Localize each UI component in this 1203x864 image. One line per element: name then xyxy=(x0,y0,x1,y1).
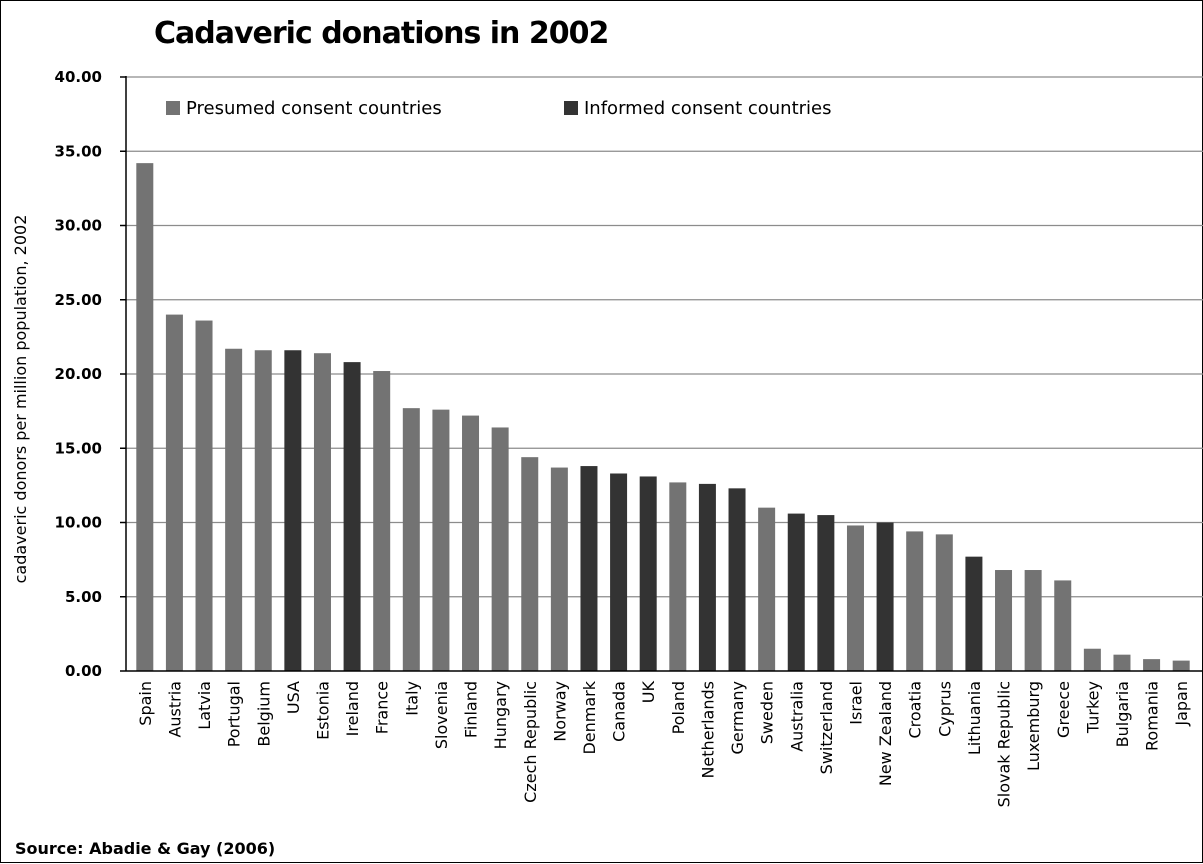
y-tick-label: 40.00 xyxy=(55,68,102,86)
bar-estonia xyxy=(313,353,331,671)
legend-swatch-informed xyxy=(564,101,578,115)
x-category-label: Finland xyxy=(462,681,481,738)
bar-lithuania xyxy=(965,556,983,671)
x-category-label: New Zealand xyxy=(876,681,895,786)
x-category-label: Czech Republic xyxy=(521,681,540,803)
y-tick-label: 5.00 xyxy=(65,588,102,606)
bar-portugal xyxy=(225,348,243,671)
x-category-label: Japan xyxy=(1172,681,1191,727)
axes xyxy=(125,76,1203,672)
x-category-label: Turkey xyxy=(1083,681,1102,734)
y-axis-label: cadaveric donors per million population,… xyxy=(11,215,30,584)
y-tick-label: 0.00 xyxy=(65,662,102,680)
x-category-label: Poland xyxy=(669,681,688,734)
bar-greece xyxy=(1054,580,1072,671)
x-category-label: Luxemburg xyxy=(1024,681,1043,771)
x-category-label: UK xyxy=(639,680,658,703)
source-note: Source: Abadie & Gay (2006) xyxy=(15,839,275,858)
x-category-label: Norway xyxy=(550,681,569,742)
x-category-label: Slovak Republic xyxy=(995,681,1014,807)
y-tick-label: 15.00 xyxy=(55,439,102,457)
x-category-label: Bulgaria xyxy=(1113,681,1132,747)
bar-israel xyxy=(846,525,864,671)
bar-hungary xyxy=(491,427,509,671)
x-category-label: Cyprus xyxy=(935,681,954,737)
x-category-label: Croatia xyxy=(906,681,925,739)
x-category-label: Canada xyxy=(610,681,629,742)
x-category-label: Latvia xyxy=(195,681,214,730)
x-category-label: Belgium xyxy=(254,681,273,747)
x-category-label: Spain xyxy=(136,681,155,726)
x-category-label: Romania xyxy=(1143,681,1162,751)
x-category-label: France xyxy=(373,681,392,734)
x-category-label: Portugal xyxy=(225,681,244,747)
bar-poland xyxy=(669,482,687,671)
x-category-label: Estonia xyxy=(313,681,332,740)
x-category-label: Australia xyxy=(787,681,806,752)
bar-sweden xyxy=(758,507,776,671)
x-category-label: USA xyxy=(284,681,303,714)
bar-luxemburg xyxy=(1024,570,1042,671)
bar-switzerland xyxy=(817,515,835,671)
bar-finland xyxy=(462,415,480,671)
bar-netherlands xyxy=(698,483,716,671)
bar-slovak-republic xyxy=(995,570,1013,671)
x-category-label: Austria xyxy=(165,681,184,738)
bar-latvia xyxy=(195,320,213,671)
bar-japan xyxy=(1172,660,1190,671)
x-category-label: Italy xyxy=(402,681,421,716)
bar-new-zealand xyxy=(876,522,894,671)
x-category-label: Denmark xyxy=(580,680,599,754)
bar-turkey xyxy=(1083,648,1101,671)
x-category-label: Hungary xyxy=(491,681,510,749)
bar-norway xyxy=(550,467,568,671)
bar-australia xyxy=(787,513,805,671)
gridlines xyxy=(126,76,1203,598)
x-category-label: Sweden xyxy=(758,681,777,744)
bar-italy xyxy=(402,408,420,671)
bar-slovenia xyxy=(432,409,450,671)
chart-title: Cadaveric donations in 2002 xyxy=(154,16,608,51)
legend-label-presumed: Presumed consent countries xyxy=(186,98,442,119)
legend: Presumed consent countries Informed conse… xyxy=(166,98,832,119)
y-tick-label: 35.00 xyxy=(55,142,102,160)
bar-belgium xyxy=(254,350,272,671)
bar-spain xyxy=(136,163,154,671)
bar-austria xyxy=(165,314,183,671)
bars xyxy=(136,163,1190,671)
bar-canada xyxy=(610,473,628,671)
x-category-label: Lithuania xyxy=(965,681,984,755)
bar-denmark xyxy=(580,466,598,671)
bar-uk xyxy=(639,476,657,671)
y-tick-label: 30.00 xyxy=(55,217,102,235)
bar-croatia xyxy=(906,531,924,671)
x-axis-labels: Spain Austria Latvia Portugal Belgium USA Esto… xyxy=(136,680,1191,807)
y-axis-ticks: 0.00 5.00 10.00 15.00 20.00 25.00 30.00 35.00 40… xyxy=(55,68,126,680)
bar-germany xyxy=(728,488,746,671)
y-tick-label: 20.00 xyxy=(55,365,102,383)
x-category-label: Greece xyxy=(1054,681,1073,738)
bar-france xyxy=(373,371,391,671)
bar-czech-republic xyxy=(521,457,539,671)
bar-cyprus xyxy=(935,534,953,671)
x-category-label: Ireland xyxy=(343,681,362,736)
y-tick-label: 10.00 xyxy=(55,514,102,532)
x-category-label: Germany xyxy=(728,681,747,755)
x-category-label: Netherlands xyxy=(698,681,717,779)
legend-label-informed: Informed consent countries xyxy=(584,98,832,119)
bar-bulgaria xyxy=(1113,654,1131,671)
x-category-label: Switzerland xyxy=(817,681,836,774)
bar-ireland xyxy=(343,362,361,671)
y-tick-label: 25.00 xyxy=(55,291,102,309)
bar-usa xyxy=(284,350,302,671)
x-category-label: Israel xyxy=(846,681,865,725)
legend-swatch-presumed xyxy=(166,101,180,115)
bar-romania xyxy=(1143,659,1161,671)
x-category-label: Slovenia xyxy=(432,681,451,749)
